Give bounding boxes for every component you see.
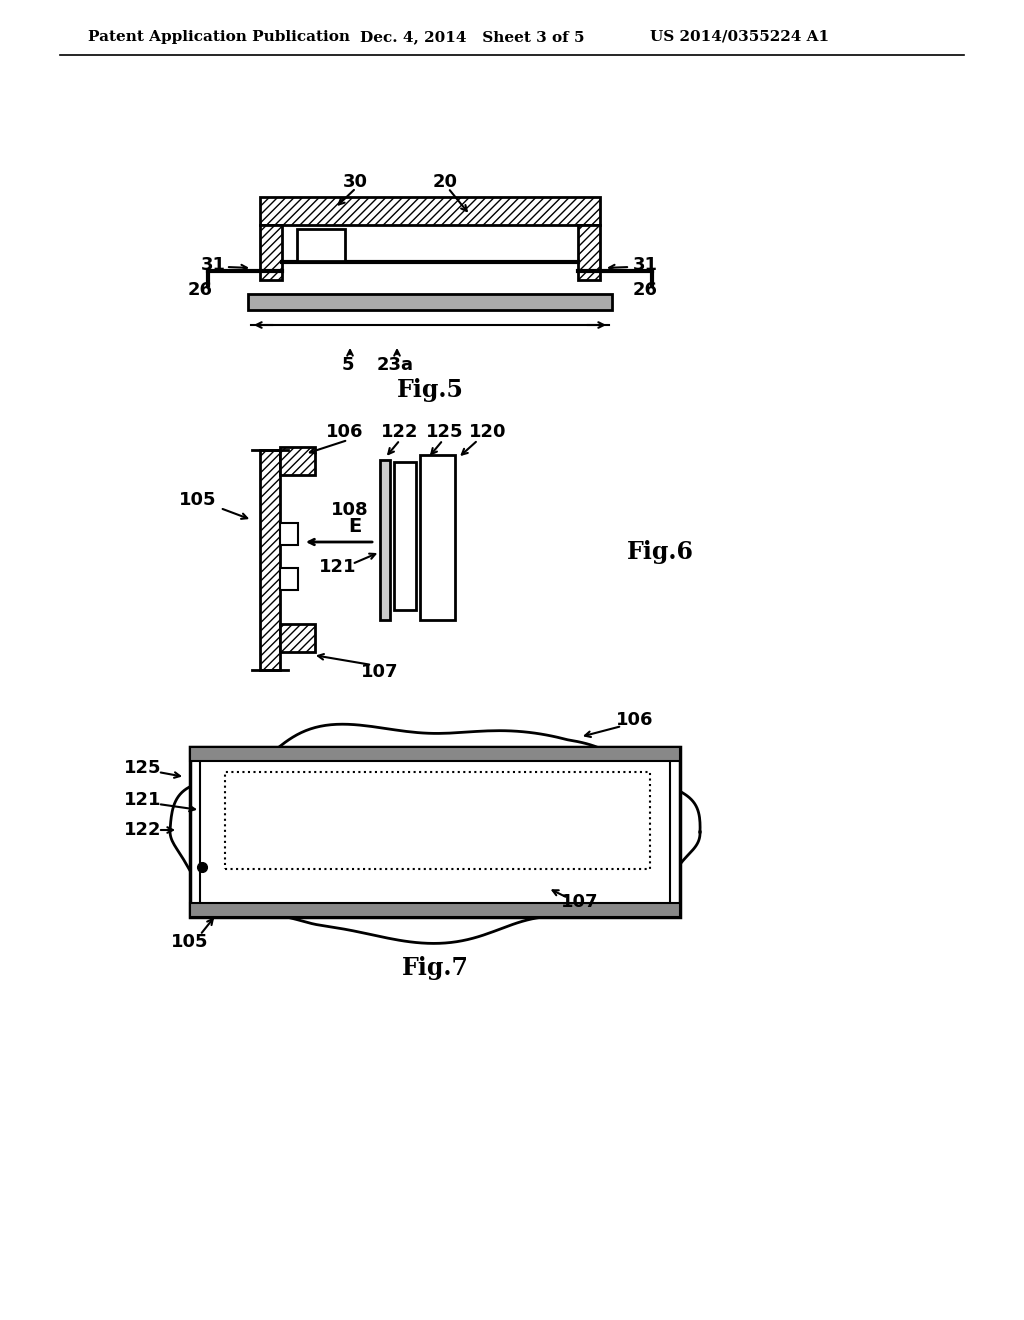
Text: 125: 125 [426, 422, 464, 441]
Bar [200, 756, 670, 907]
Bar [280, 624, 315, 652]
Bar [225, 772, 650, 869]
Text: 105: 105 [171, 933, 209, 950]
Bar [280, 568, 298, 590]
Bar [260, 450, 280, 671]
Text: 31: 31 [201, 256, 225, 275]
Bar [380, 459, 390, 620]
Bar [578, 224, 600, 280]
Bar [280, 447, 315, 475]
Text: 122: 122 [381, 422, 419, 441]
Text: 30: 30 [342, 173, 368, 191]
Bar [260, 197, 600, 224]
Text: 31: 31 [633, 256, 657, 275]
Text: 120: 120 [469, 422, 507, 441]
Bar [190, 747, 680, 762]
Bar [190, 747, 680, 917]
Bar [260, 197, 600, 224]
Text: 5: 5 [342, 356, 354, 374]
Bar [297, 228, 345, 261]
Polygon shape [170, 725, 700, 944]
Bar [394, 462, 416, 610]
Bar [190, 903, 680, 917]
Bar [260, 224, 282, 280]
Bar [190, 747, 680, 762]
Text: 26: 26 [633, 281, 657, 300]
Text: Fig.6: Fig.6 [627, 540, 693, 564]
Text: 121: 121 [319, 558, 356, 576]
Text: 106: 106 [616, 711, 653, 729]
Bar [260, 450, 280, 671]
Bar [578, 224, 600, 280]
Bar [248, 294, 612, 310]
Text: 125: 125 [124, 759, 162, 777]
Text: Fig.5: Fig.5 [396, 378, 464, 403]
Text: 108: 108 [331, 502, 369, 519]
Text: 121: 121 [124, 791, 162, 809]
Text: E: E [348, 517, 361, 536]
Text: 23a: 23a [377, 356, 414, 374]
Text: 107: 107 [561, 894, 599, 911]
Bar [280, 447, 315, 475]
Text: 107: 107 [361, 663, 398, 681]
Bar [260, 224, 282, 280]
Text: 106: 106 [327, 422, 364, 441]
Text: 20: 20 [432, 173, 458, 191]
Text: Patent Application Publication: Patent Application Publication [88, 30, 350, 44]
Text: Fig.7: Fig.7 [401, 956, 469, 979]
Bar [190, 903, 680, 917]
Bar [280, 523, 298, 545]
Text: Dec. 4, 2014   Sheet 3 of 5: Dec. 4, 2014 Sheet 3 of 5 [360, 30, 585, 44]
Text: 26: 26 [187, 281, 213, 300]
Text: US 2014/0355224 A1: US 2014/0355224 A1 [650, 30, 829, 44]
Bar [280, 624, 315, 652]
Text: 105: 105 [179, 491, 217, 510]
Bar [420, 455, 455, 620]
Text: 122: 122 [124, 821, 162, 840]
